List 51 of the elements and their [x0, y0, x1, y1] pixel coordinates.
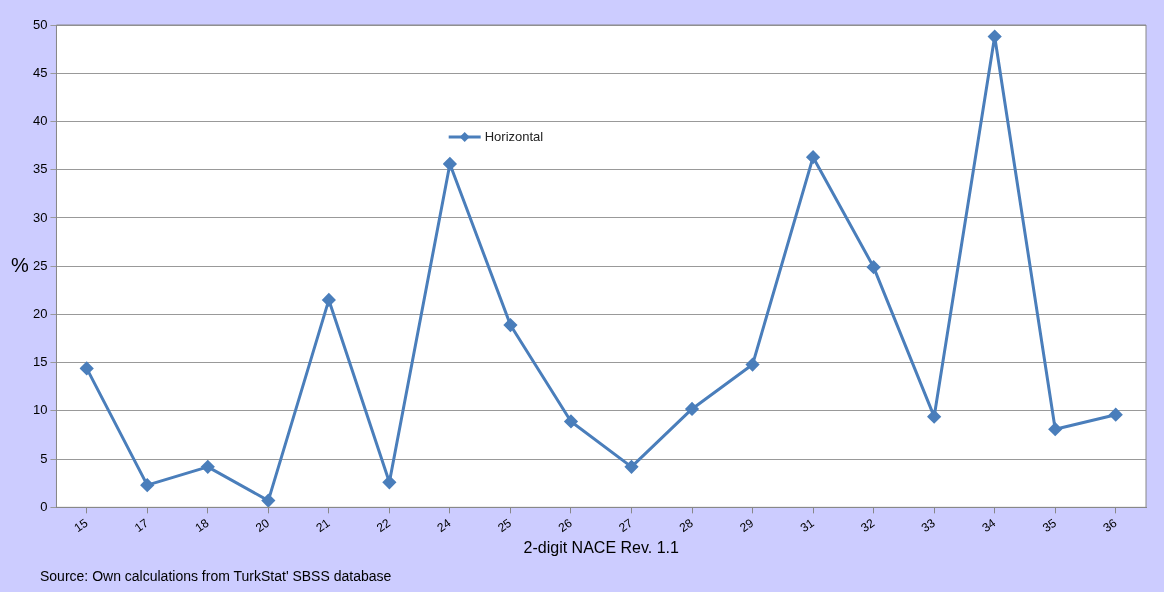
point: [625, 460, 638, 474]
y-tick-label: 15: [32, 354, 48, 370]
x-tick-label: 22: [374, 515, 394, 536]
source-note: Source: Own calculations from TurkStat' SBSS database: [40, 568, 392, 584]
point: [443, 157, 457, 171]
x-tick-label: 31: [797, 515, 817, 536]
point: [927, 410, 941, 424]
x-tick-label: 36: [1100, 515, 1120, 536]
point: [685, 402, 699, 416]
point: [201, 460, 215, 474]
x-tick-label: 28: [676, 515, 696, 536]
x-tick-label: 35: [1039, 515, 1060, 536]
x-tick-label: 15: [71, 515, 91, 536]
x-tick-label: 18: [192, 515, 212, 536]
y-tick-label: 20: [32, 305, 48, 321]
point: [867, 260, 881, 274]
y-axis-title: %: [11, 253, 30, 276]
legend-label: Horizontal: [484, 128, 544, 144]
y-tick-label: 10: [32, 402, 48, 418]
point: [1109, 408, 1123, 422]
y-tick-label: 5: [40, 450, 48, 466]
point: [261, 494, 275, 508]
point: [80, 361, 94, 375]
x-tick-label: 21: [313, 515, 333, 536]
point: [140, 478, 154, 492]
x-tick-label: 26: [555, 515, 575, 536]
x-tick-label: 34: [979, 515, 999, 536]
x-tick-label: 17: [131, 515, 152, 536]
y-tick-label: 30: [32, 209, 48, 225]
x-tick-label: 33: [918, 515, 939, 536]
x-axis-title: 2-digit NACE Rev. 1.1: [523, 538, 679, 556]
point: [564, 414, 578, 428]
y-tick-label: 25: [32, 257, 48, 273]
x-tick-label: 27: [616, 515, 636, 536]
y-tick-label: 45: [32, 64, 48, 80]
point: [322, 293, 336, 307]
x-tick-label: 25: [495, 515, 515, 536]
point: [1048, 422, 1062, 436]
x-tick-label: 20: [252, 515, 273, 536]
x-tick-label: 32: [858, 515, 878, 536]
y-tick-label: 35: [32, 161, 48, 177]
point: [503, 318, 517, 332]
y-tick-label: 0: [40, 498, 48, 514]
x-tick-label: 24: [434, 515, 454, 536]
x-tick-label: 29: [737, 515, 757, 536]
point: [988, 30, 1002, 44]
point: [806, 150, 820, 164]
y-tick-label: 50: [32, 16, 48, 32]
point: [382, 475, 396, 489]
y-tick-label: 40: [32, 113, 48, 129]
point: [746, 358, 760, 372]
